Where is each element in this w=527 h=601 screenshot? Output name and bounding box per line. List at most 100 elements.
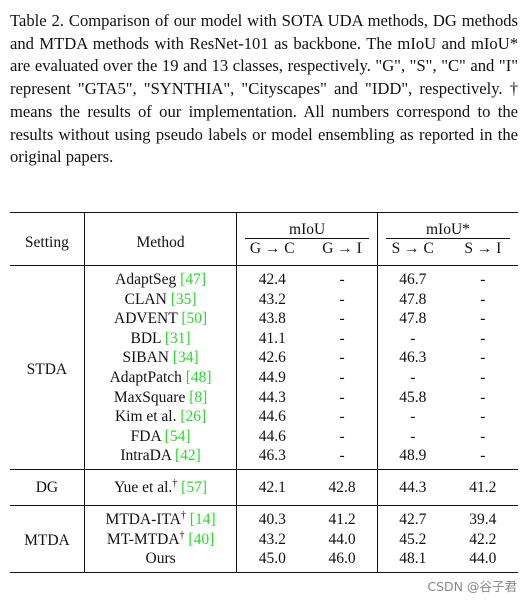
value-si: 39.4 bbox=[469, 510, 497, 528]
watermark: CSDN @谷子君 bbox=[427, 579, 517, 594]
value-sc: 44.3 bbox=[399, 479, 427, 497]
value-sc: 45.8 bbox=[399, 388, 427, 406]
method-name: CLAN bbox=[124, 290, 171, 308]
value-gi: - bbox=[307, 387, 378, 408]
method-cell: CLAN [35] bbox=[84, 289, 238, 310]
dagger-mark: † bbox=[180, 509, 186, 521]
header-g-to-c: G → C bbox=[249, 240, 295, 257]
value-gc: 44.6 bbox=[258, 408, 286, 426]
value-gc: 42.1 bbox=[258, 479, 286, 497]
method-cell: Ours bbox=[84, 549, 238, 573]
table-row: DG Yue et al.† [57] 42.1 42.8 44.3 41.2 bbox=[10, 469, 518, 506]
value-sc: 42.7 bbox=[399, 510, 427, 528]
value-gc: 45.0 bbox=[258, 550, 286, 568]
citation-link[interactable]: [34] bbox=[172, 349, 199, 367]
citation-link[interactable]: [8] bbox=[189, 388, 208, 406]
value-si: - bbox=[480, 427, 486, 445]
citation-link[interactable]: [50] bbox=[181, 310, 208, 328]
table-caption: Table 2. Comparison of our model with SO… bbox=[10, 11, 518, 167]
table-row: SIBAN [34] 42.6 - 46.3 - bbox=[10, 348, 518, 368]
header-method: Method bbox=[84, 212, 238, 266]
method-name: Kim et al. bbox=[114, 408, 181, 426]
value-gc: 44.9 bbox=[258, 368, 286, 386]
value-gi: 42.8 bbox=[307, 469, 378, 506]
value-sc: - bbox=[410, 368, 416, 386]
setting-mtda: MTDA bbox=[10, 505, 85, 573]
dagger-mark: † bbox=[179, 529, 185, 541]
table-row: ADVENT [50] 43.8 - 47.8 - bbox=[10, 309, 518, 329]
value-gi: - bbox=[307, 309, 378, 329]
citation-link[interactable]: [40] bbox=[188, 530, 215, 548]
value-sc: 47.8 bbox=[399, 310, 427, 328]
header-s-to-i: S → I bbox=[464, 240, 502, 257]
method-cell: IntraDA [42] bbox=[84, 446, 238, 470]
method-cell: Kim et al. [26] bbox=[84, 407, 238, 427]
table-row: BDL [31] 41.1 - - - bbox=[10, 328, 518, 349]
value-sc: - bbox=[410, 427, 416, 445]
method-cell: AdaptPatch [48] bbox=[84, 367, 238, 388]
citation-link[interactable]: [14] bbox=[189, 510, 216, 528]
value-gi: - bbox=[307, 426, 378, 447]
value-gc: 42.4 bbox=[258, 271, 286, 288]
value-si: - bbox=[480, 408, 486, 426]
method-name: MTDA-ITA bbox=[105, 510, 181, 528]
value-sc: 48.9 bbox=[399, 447, 427, 465]
citation-link[interactable]: [42] bbox=[175, 447, 201, 465]
header-miou: mIoU bbox=[236, 212, 378, 239]
value-si: 44.0 bbox=[469, 550, 497, 568]
method-cell: MaxSquare [8] bbox=[84, 387, 238, 408]
value-gi: - bbox=[307, 289, 378, 310]
value-gc: 46.3 bbox=[258, 447, 286, 465]
value-gi: - bbox=[307, 265, 378, 290]
table-row: CLAN [35] 43.2 - 47.8 - bbox=[10, 289, 518, 310]
header-setting: Setting bbox=[10, 212, 85, 266]
table-row: AdaptPatch [48] 44.9 - - - bbox=[10, 367, 518, 388]
value-gi: 46.0 bbox=[307, 549, 378, 573]
method-cell: FDA [54] bbox=[84, 426, 238, 447]
citation-link[interactable]: [48] bbox=[185, 368, 212, 386]
header-s-to-c: S → C bbox=[391, 240, 434, 257]
citation-link[interactable]: [31] bbox=[164, 329, 191, 347]
value-gi: - bbox=[307, 446, 378, 470]
method-cell: AdaptSeg [47] bbox=[84, 265, 238, 290]
header-row-2: G → C G → I S → C S → I bbox=[10, 239, 518, 266]
value-sc: - bbox=[410, 408, 416, 426]
method-cell: BDL [31] bbox=[84, 328, 238, 349]
table-row: FDA [54] 44.6 - - - bbox=[10, 426, 518, 447]
value-gc: 43.8 bbox=[258, 310, 286, 328]
value-gc: 40.3 bbox=[258, 510, 286, 528]
header-row-1: Setting Method mIoU mIoU* bbox=[10, 212, 518, 266]
citation-link[interactable]: [47] bbox=[180, 271, 206, 288]
value-gi: - bbox=[307, 348, 378, 368]
table-row: IntraDA [42] 46.3 - 48.9 - bbox=[10, 446, 518, 470]
citation-link[interactable]: [26] bbox=[180, 408, 207, 426]
citation-link[interactable]: [35] bbox=[170, 290, 197, 308]
setting-dg: DG bbox=[10, 469, 85, 506]
setting-stda: STDA bbox=[10, 265, 85, 470]
method-name: MT-MTDA bbox=[106, 530, 180, 548]
table-row: Ours 45.0 46.0 48.1 44.0 bbox=[10, 549, 518, 573]
value-si: 42.2 bbox=[469, 530, 497, 548]
value-gi: 44.0 bbox=[307, 529, 378, 550]
value-si: - bbox=[480, 447, 486, 465]
method-cell: Yue et al.† [57] bbox=[84, 469, 238, 506]
value-gc: 43.2 bbox=[258, 530, 286, 548]
header-miou-star: mIoU* bbox=[377, 213, 518, 240]
citation-link[interactable]: [57] bbox=[181, 479, 207, 497]
value-gc: 44.6 bbox=[258, 427, 286, 445]
value-gc: 41.1 bbox=[258, 329, 286, 347]
table-row: MaxSquare [8] 44.3 - 45.8 - bbox=[10, 387, 518, 408]
method-cell: SIBAN [34] bbox=[84, 348, 238, 368]
value-sc: 46.3 bbox=[399, 349, 427, 367]
method-name: ADVENT bbox=[114, 310, 182, 328]
citation-link[interactable]: [54] bbox=[164, 427, 191, 445]
table-row: STDA AdaptSeg [47] 42.4-46.7- bbox=[10, 265, 518, 470]
value-sc: 46.7 bbox=[399, 271, 427, 288]
method-cell: ADVENT [50] bbox=[84, 309, 238, 329]
value-si: - bbox=[480, 349, 486, 367]
value-gc: 43.2 bbox=[258, 290, 286, 308]
table-row: MT-MTDA† [40] 43.2 44.0 45.2 42.2 bbox=[10, 529, 518, 550]
method-name: AdaptSeg bbox=[115, 271, 181, 288]
value-si: - bbox=[480, 290, 486, 308]
table-row: MTDA MTDA-ITA† [14] 40.3 41.2 42.7 39.4 bbox=[10, 505, 518, 573]
